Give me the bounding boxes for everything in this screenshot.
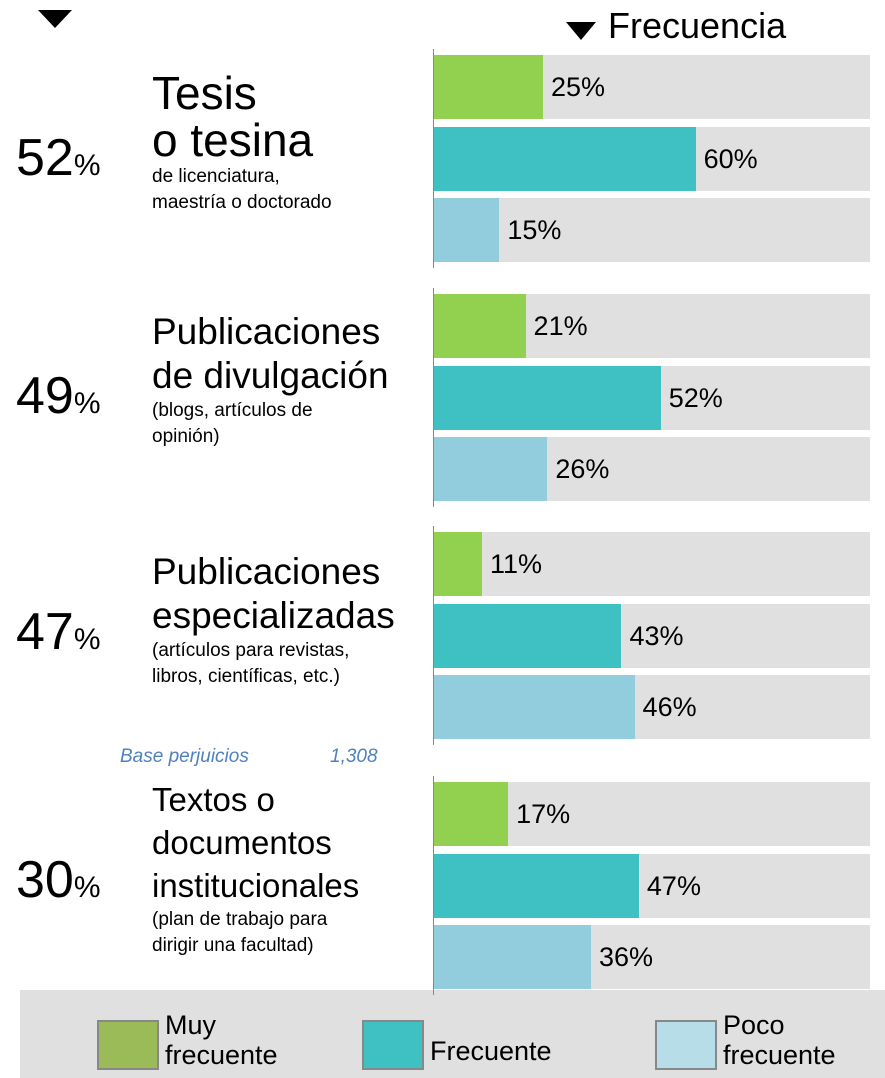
- value-label: 60%: [703, 143, 758, 174]
- legend-swatch: [362, 1020, 424, 1070]
- value-label: 11%: [489, 549, 542, 579]
- bar: [434, 437, 548, 501]
- base-value: 1,308: [330, 746, 378, 767]
- bar-track: [434, 198, 870, 262]
- category-title: Publicaciones: [152, 311, 381, 352]
- category-title: o tesina: [152, 114, 314, 166]
- legend-label: Muy frecuente: [165, 1010, 278, 1070]
- category: Tesis o tesina de licenciatura, maestría o …: [152, 70, 332, 216]
- category-subtitle: (artículos para revistas,: [152, 640, 350, 661]
- category-subtitle: de licenciatura,: [152, 166, 280, 187]
- total-value: 52: [16, 129, 74, 187]
- bar: [434, 294, 526, 358]
- legend-swatch: [97, 1020, 159, 1070]
- category-title: especializadas: [152, 595, 395, 636]
- bar: [434, 198, 500, 262]
- legend-label: Frecuente: [430, 1036, 552, 1066]
- value-label: 46%: [642, 692, 697, 722]
- axis-line: [433, 776, 434, 995]
- total-value: 49: [16, 367, 74, 425]
- total-unit: %: [73, 387, 101, 420]
- value-label: 52%: [668, 382, 723, 413]
- axis-line: [433, 526, 434, 745]
- bar: [434, 55, 543, 119]
- legend: [20, 990, 885, 1078]
- total: 30%: [16, 852, 101, 921]
- category-subtitle: dirigir una facultad): [152, 935, 314, 956]
- category-title: Publicaciones: [152, 551, 381, 592]
- total-unit: %: [73, 149, 101, 182]
- bar: [434, 675, 635, 739]
- total: 47%: [16, 604, 101, 673]
- axis-line: [433, 288, 434, 507]
- header-icon: [566, 22, 596, 40]
- legend-swatch: [655, 1020, 717, 1070]
- bar-track: [434, 532, 870, 596]
- category-subtitle: libros, científicas, etc.): [152, 666, 340, 687]
- bar: [434, 603, 622, 668]
- axis-line: [433, 49, 434, 268]
- total-value: 47: [16, 603, 74, 661]
- bar: [434, 532, 482, 596]
- bar: [434, 126, 696, 191]
- category: Publicaciones especializadas (artículos pa…: [152, 550, 395, 690]
- total-unit: %: [73, 623, 101, 656]
- category-title: Tesis: [152, 67, 257, 119]
- bar: [434, 782, 509, 846]
- category-subtitle: maestría o doctorado: [152, 192, 332, 213]
- category: Publicaciones de divulgación (blogs, artíc…: [152, 310, 389, 450]
- header: Frecuencia: [608, 5, 787, 46]
- category-title: de divulgación: [152, 355, 389, 396]
- value-label: 25%: [551, 72, 606, 102]
- category-title: documentos: [152, 824, 332, 861]
- base-label: Base perjuicios: [120, 746, 249, 767]
- category-title: Textos o: [152, 781, 275, 818]
- total-unit: %: [73, 871, 101, 904]
- sort-icon: [38, 10, 72, 28]
- total: 49%: [16, 368, 101, 437]
- value-label: 36%: [598, 942, 653, 972]
- bar: [434, 853, 639, 918]
- total: 52%: [16, 130, 101, 199]
- category-subtitle: opinión): [152, 426, 220, 447]
- value-label: 15%: [507, 215, 562, 245]
- category-subtitle: (blogs, artículos de: [152, 400, 313, 421]
- value-label: 47%: [646, 870, 701, 901]
- value-label: 43%: [629, 620, 684, 651]
- value-label: 17%: [516, 799, 571, 829]
- value-label: 26%: [555, 454, 610, 484]
- total-value: 30: [16, 851, 74, 909]
- bar: [434, 925, 591, 989]
- bar: [434, 365, 661, 430]
- category: Textos o documentos institucionales (plan d…: [152, 778, 359, 959]
- legend-label: Poco frecuente: [723, 1010, 836, 1070]
- category-title: institucionales: [152, 867, 360, 904]
- category-subtitle: (plan de trabajo para: [152, 909, 328, 930]
- value-label: 21%: [533, 311, 588, 341]
